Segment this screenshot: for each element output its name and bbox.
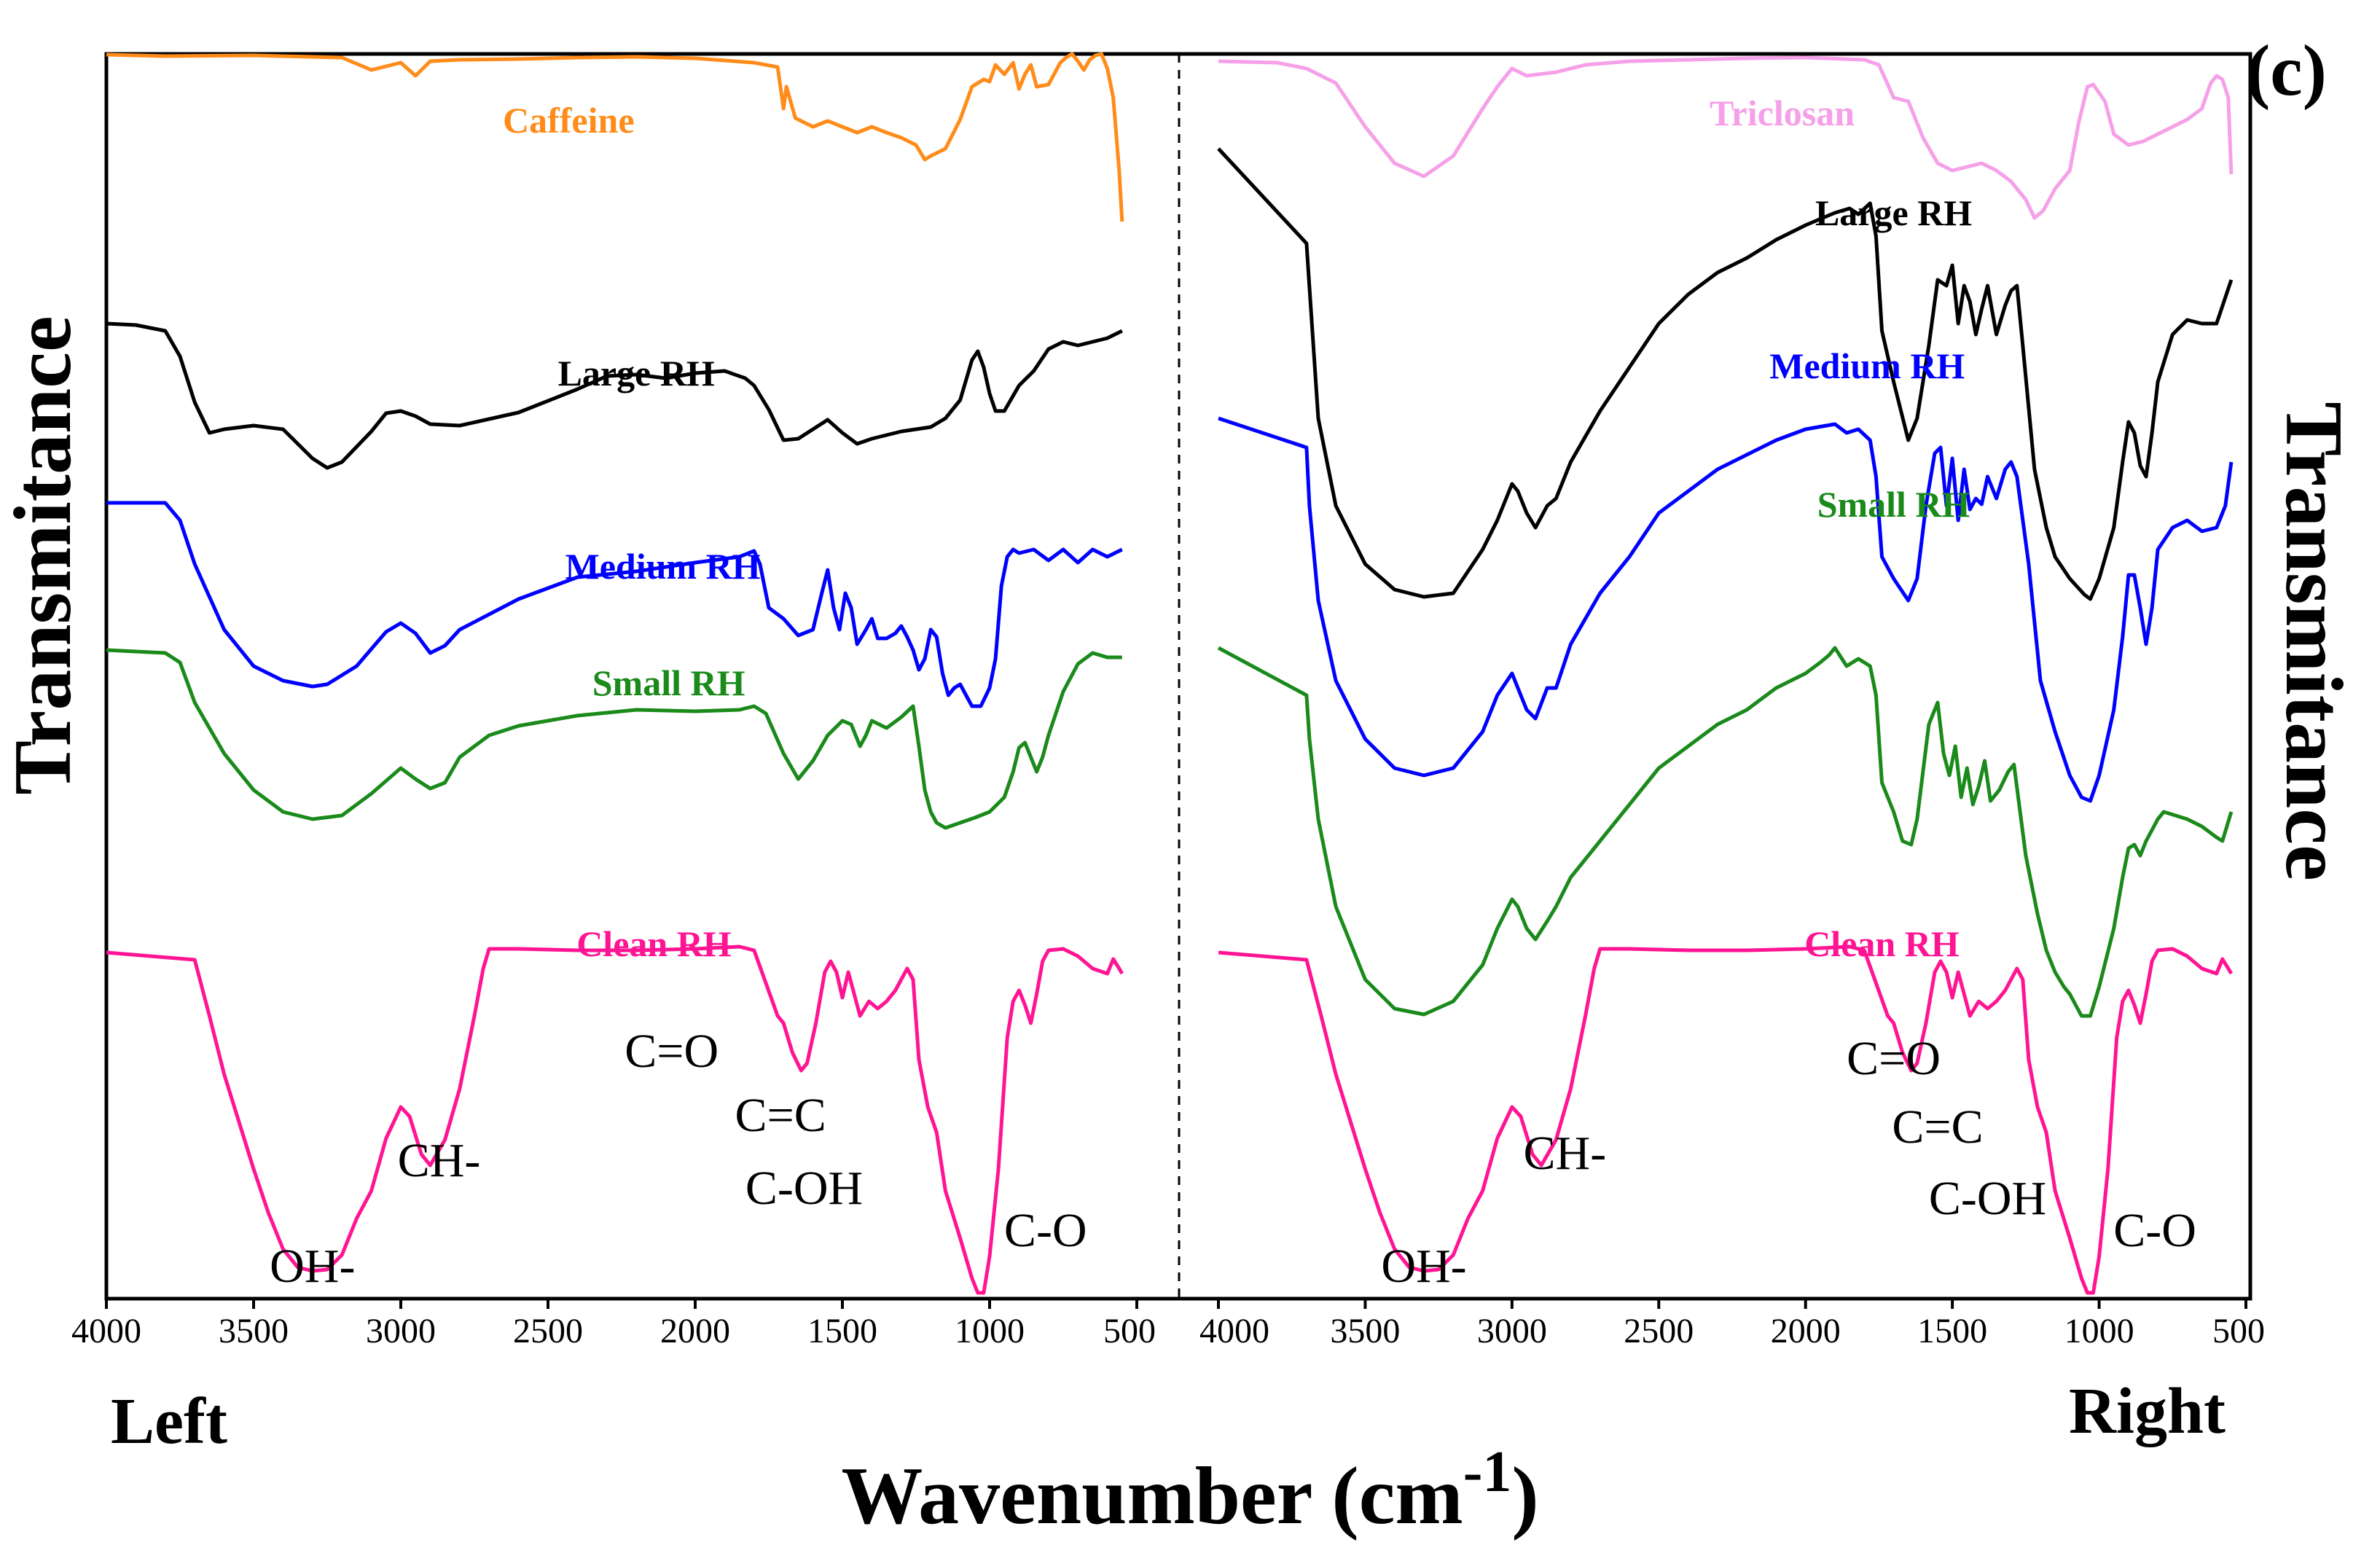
left-peak-c-o: C-O xyxy=(1004,1204,1087,1257)
left-label-medium-rh: Medium RH xyxy=(565,546,761,587)
right-label-small-rh: Small RH xyxy=(1817,484,1970,525)
left-tick-label-2500: 2500 xyxy=(513,1312,583,1350)
right-panel-plot: Triclosan Large RH Medium RH Small RH Clean … xyxy=(1217,55,2234,1295)
left-label-clean-rh: Clean RH xyxy=(576,923,732,964)
right-trace-triclosan xyxy=(1218,55,2234,220)
left-label-small-rh: Small RH xyxy=(592,662,745,703)
left-tick-label-1500: 1500 xyxy=(807,1312,877,1350)
left-tick-label-1000: 1000 xyxy=(955,1312,1025,1350)
right-label-clean-rh: Clean RH xyxy=(1804,923,1960,964)
panel-tag: (c) xyxy=(2246,30,2327,111)
right-peak-c-o: C=O xyxy=(1847,1032,1941,1085)
right-tick-label-3000: 3000 xyxy=(1477,1312,1547,1350)
right-label-medium-rh: Medium RH xyxy=(1769,345,1965,386)
right-label-large-rh: Large RH xyxy=(1815,192,1972,233)
right-panel-label: Right xyxy=(2069,1375,2226,1447)
left-tick-label-3500: 3500 xyxy=(219,1312,289,1350)
right-tick-label-3500: 3500 xyxy=(1330,1312,1400,1350)
left-peak-c-o: C=O xyxy=(625,1025,719,1078)
left-tick-label-3000: 3000 xyxy=(366,1312,436,1350)
right-tick-label-4000: 4000 xyxy=(1199,1312,1269,1350)
right-peak-c-o: C-O xyxy=(2113,1204,2196,1257)
right-peak-ch: CH- xyxy=(1524,1127,1607,1180)
right-trace-medium-rh xyxy=(1218,416,2234,803)
right-tick-label-2000: 2000 xyxy=(1771,1312,1841,1350)
left-trace-small-rh xyxy=(106,648,1122,830)
left-panel-label: Left xyxy=(111,1385,227,1458)
x-axis-title-close: ) xyxy=(1511,1451,1538,1541)
left-trace-medium-rh xyxy=(106,501,1123,708)
left-panel-plot: Caffeine Large RH Medium RH Small RH Clean R… xyxy=(106,52,1124,1295)
left-tick-label-2000: 2000 xyxy=(660,1312,730,1350)
right-tick-label-1000: 1000 xyxy=(2064,1312,2134,1350)
left-peak-c-oh: C-OH xyxy=(745,1162,863,1215)
left-trace-caffeine xyxy=(106,52,1124,222)
right-trace-large-rh xyxy=(1217,147,2234,601)
left-tick-label-500: 500 xyxy=(1103,1312,1156,1350)
left-tick-label-4000: 4000 xyxy=(71,1312,141,1350)
x-axis-title-exponent: -1 xyxy=(1463,1440,1512,1504)
right-tick-label-1500: 1500 xyxy=(1917,1312,1987,1350)
right-peak-oh: OH- xyxy=(1381,1240,1466,1293)
x-axis-ticks: 4000 3500 3000 2500 2000 1500 1000 500 4000 3500 3… xyxy=(71,1299,2265,1350)
x-axis-title-main: Wavenumber (cm xyxy=(841,1451,1463,1541)
left-peak-c-c: C=C xyxy=(735,1089,826,1142)
left-trace-large-rh xyxy=(106,321,1123,470)
right-trace-small-rh xyxy=(1217,646,2234,1018)
left-trace-clean-rh xyxy=(106,944,1124,1295)
x-axis-title: Wavenumber (cm-1) xyxy=(841,1440,1538,1541)
left-label-caffeine: Caffeine xyxy=(503,100,635,141)
right-label-triclosan: Triclosan xyxy=(1710,93,1855,133)
left-peak-oh: OH- xyxy=(270,1240,355,1293)
right-peak-c-oh: C-OH xyxy=(1929,1172,2046,1225)
right-tick-label-500: 500 xyxy=(2212,1312,2265,1350)
right-trace-clean-rh xyxy=(1218,944,2234,1295)
right-tick-label-2500: 2500 xyxy=(1624,1312,1694,1350)
y-axis-title-left: Transmitance xyxy=(0,316,88,794)
left-label-large-rh: Large RH xyxy=(558,353,715,394)
left-peak-ch: CH- xyxy=(398,1134,481,1187)
right-peak-c-c: C=C xyxy=(1892,1100,1983,1154)
y-axis-title-right: Transmitance xyxy=(2269,402,2359,880)
